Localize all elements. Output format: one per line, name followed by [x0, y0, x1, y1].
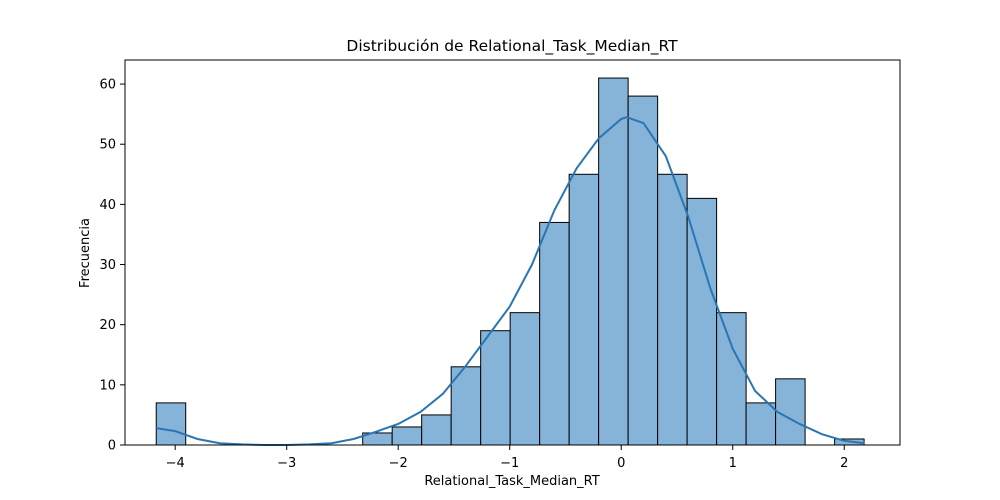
x-tick-label: −4: [166, 456, 185, 471]
x-tick-label: −1: [500, 456, 519, 471]
x-tick-label: 0: [617, 456, 625, 471]
histogram-bar: [539, 221, 570, 446]
histogram-bar: [627, 95, 659, 446]
histogram-bar: [450, 366, 482, 446]
plot-frame: [124, 59, 901, 446]
y-tick-label: 20: [99, 318, 116, 333]
y-axis: 0 10 20 30 40 50 60: [99, 78, 125, 454]
histogram-bar: [480, 330, 511, 446]
histogram-bar: [391, 426, 423, 446]
y-tick-label: 10: [99, 378, 116, 393]
chart-title: Distribución de Relational_Task_Median_R…: [346, 37, 678, 56]
y-tick-label: 50: [99, 138, 116, 153]
histogram-bar: [509, 312, 541, 446]
histogram-bar: [657, 173, 688, 446]
histogram-bar: [745, 402, 777, 446]
y-tick-label: 60: [99, 78, 116, 93]
histogram-bar: [421, 414, 452, 446]
x-axis-title: Relational_Task_Median_RT: [424, 474, 599, 489]
x-tick-label: 1: [729, 456, 737, 471]
x-tick-label: −2: [389, 456, 408, 471]
x-tick-label: 2: [840, 456, 848, 471]
histogram-bar: [598, 77, 629, 446]
y-tick-label: 30: [99, 258, 116, 273]
histogram-bar: [716, 312, 747, 446]
histogram-bar: [568, 173, 600, 446]
y-axis-title: Frecuencia: [78, 218, 93, 288]
y-tick-label: 40: [99, 198, 116, 213]
histogram-bar: [155, 402, 187, 446]
bars-group: [155, 77, 865, 446]
histogram-bar: [686, 197, 718, 446]
x-axis: −4 −3 −2 −1 0 1 2: [166, 445, 848, 471]
y-tick-label: 0: [108, 439, 116, 454]
histogram-bar: [775, 378, 806, 446]
x-tick-label: −3: [277, 456, 296, 471]
